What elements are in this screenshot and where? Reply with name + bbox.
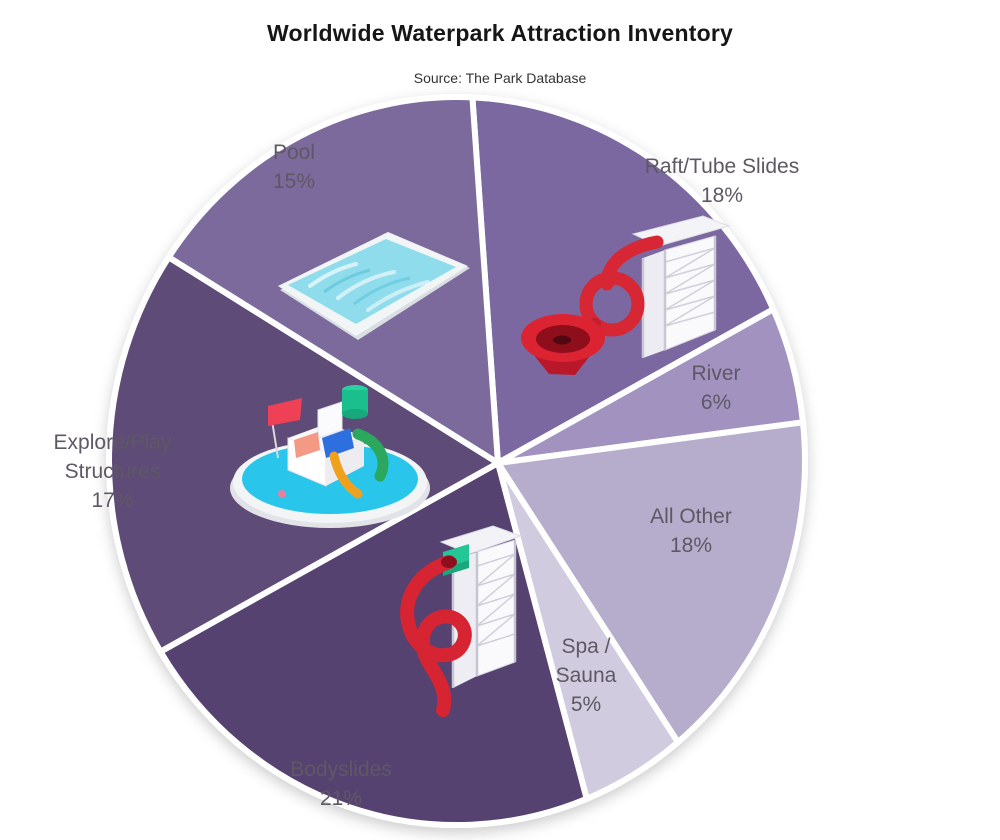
label-bodyslides: Bodyslides 21%	[290, 758, 392, 810]
label-raft-tube-slides: Raft/Tube Slides 18%	[644, 155, 800, 207]
pool-icon	[272, 226, 472, 341]
label-pool: Pool 15%	[272, 141, 316, 193]
pie-slice-all-other	[495, 419, 808, 746]
label-river: River 6%	[691, 362, 741, 414]
body-slide-spiral-icon	[365, 512, 530, 727]
page-title: Worldwide Waterpark Attraction Inventory	[267, 20, 733, 46]
label-all-other: All Other 18%	[650, 505, 732, 557]
label-explore-play-structures: Explore/Play Structures 17%	[53, 431, 172, 512]
raft-tube-slide-icon	[515, 212, 731, 377]
source-caption: Source: The Park Database	[413, 70, 587, 86]
label-spa-sauna: Spa / Sauna 5%	[555, 635, 617, 716]
play-structure-icon	[230, 376, 435, 531]
